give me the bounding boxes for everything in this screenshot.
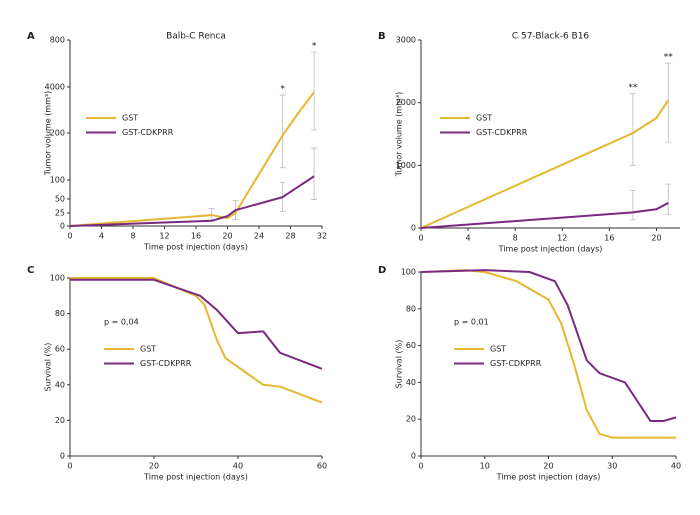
panel-label: A [27,31,35,42]
line [69,91,315,227]
line [70,278,323,370]
error-bar [279,94,286,169]
x-tick-label: 20 [651,234,661,243]
x-tick-label: 0 [67,232,72,241]
y-tick-label: 60 [55,345,65,354]
y-tick-label: 0 [411,224,416,233]
panel-label: C [27,265,34,276]
legend-label: GST [140,345,156,354]
y-axis-label: Tumor volume (mm³) [44,91,53,176]
significance: * [280,85,285,95]
error-bar [665,62,672,143]
x-tick-label: 0 [67,462,72,471]
x-axis-label: Time post injection (days) [143,243,248,252]
panel-label: B [378,31,386,42]
x-tick-label: 40 [671,462,681,471]
y-axis-label: Tumor volume (mm³) [395,92,404,177]
error-bar [629,92,636,166]
panel-label: D [378,265,386,276]
y-tick-label: 4000 [45,83,65,92]
y-tick-label: 200 [50,129,65,138]
error-bar [311,147,318,200]
y-axis-label: Survival (%) [44,343,53,392]
legend-label: GST [476,114,492,123]
x-axis-label: Time post injection (days) [143,473,248,482]
y-tick-label: 40 [55,380,65,389]
y-tick-label: 20 [406,415,416,424]
chart-title: C 57-Black-6 B16 [512,32,590,42]
x-tick-label: 16 [191,232,201,241]
x-tick-label: 12 [159,232,169,241]
y-tick-label: 0 [411,452,416,461]
x-tick-label: 0 [418,234,423,243]
y-tick-label: 0 [60,222,65,231]
x-tick-label: 24 [254,232,264,241]
y-tick-label: 1000 [396,161,416,170]
x-tick-label: 20 [543,462,553,471]
y-tick-label: 25 [55,209,65,218]
y-tick-label: 40 [406,378,416,387]
y-tick-label: 0 [60,452,65,461]
x-tick-label: 20 [149,462,159,471]
x-tick-label: 12 [557,234,567,243]
line [420,99,670,229]
line [69,175,315,227]
significance: ** [664,53,674,63]
line [420,202,669,229]
line [70,277,323,404]
y-tick-label: 80 [55,309,65,318]
significance: * [312,41,317,51]
x-tick-label: 0 [418,462,423,471]
p-value: p = 0,04 [104,318,139,327]
x-tick-label: 4 [466,234,471,243]
x-axis-label: Time post injection (days) [496,473,601,482]
x-tick-label: 8 [130,232,135,241]
x-tick-label: 60 [317,462,327,471]
line [420,269,677,423]
x-tick-label: 28 [285,232,295,241]
y-tick-label: 60 [406,341,416,350]
significance: ** [628,83,638,93]
error-bar [665,183,672,215]
y-tick-label: 20 [55,416,65,425]
y-tick-label: 50 [55,195,65,204]
line [420,269,676,439]
x-tick-label: 30 [607,462,617,471]
p-value: p = 0,01 [454,318,489,327]
legend-label: GST [122,114,138,123]
legend-label: GST-CDKPRR [122,128,174,137]
x-tick-label: 8 [513,234,518,243]
x-tick-label: 40 [233,462,243,471]
x-tick-label: 32 [317,232,327,241]
legend-label: GST-CDKPRR [476,128,528,137]
x-tick-label: 10 [480,462,490,471]
y-tick-label: 100 [401,268,416,277]
x-axis-label: Time post injection (days) [498,245,603,254]
y-tick-label: 800 [50,36,65,45]
y-tick-label: 100 [50,176,65,185]
y-tick-label: 2000 [396,98,416,107]
legend-label: GST-CDKPRR [140,359,192,368]
legend-label: GST-CDKPRR [490,359,542,368]
error-bar [629,190,636,221]
x-tick-label: 4 [99,232,104,241]
y-tick-label: 3000 [396,36,416,45]
error-bar [311,51,318,131]
x-tick-label: 20 [222,232,232,241]
y-axis-label: Survival (%) [395,340,404,389]
legend-label: GST [490,345,506,354]
x-tick-label: 16 [604,234,614,243]
y-tick-label: 100 [50,274,65,283]
chart-title: Balb-C Renca [166,32,226,42]
y-tick-label: 80 [406,304,416,313]
